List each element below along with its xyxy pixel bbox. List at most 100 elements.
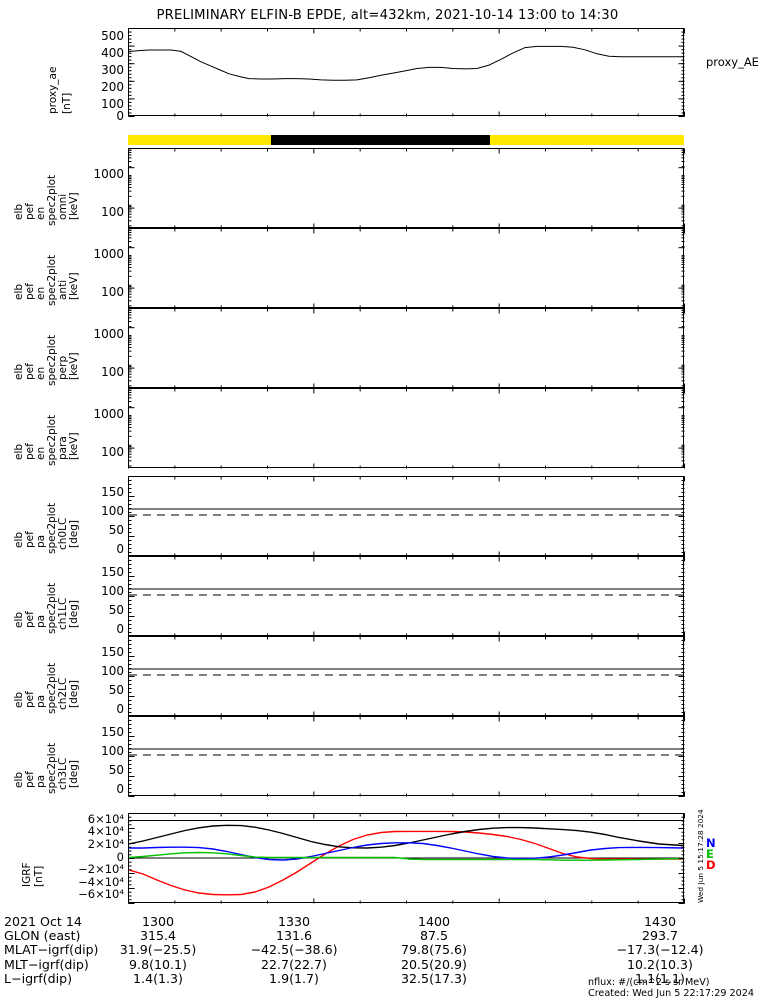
cell-date-1300: 1300 (141, 914, 175, 929)
pa-ch0lc-ytick-0: 0 (116, 542, 124, 556)
igrf-ylabel-line-0: IGRF (21, 862, 33, 887)
pa-ch2lc-ylabel-line-1: pef (24, 691, 36, 708)
en-para-ylabel-line-5: [keV] (68, 432, 80, 460)
pa-ch3lc-ylabel-line-3: spec2plot (46, 742, 58, 794)
pa-ch1lc-lc-lines (129, 588, 683, 596)
en-omni-ylabel-line-3: spec2plot (46, 174, 58, 226)
proxy-ae-ytick-300: 300 (101, 63, 124, 77)
en-anti-ytick-100: 100 (101, 285, 124, 299)
pa-ch0lc-ylabel-line-1: pef (24, 531, 36, 548)
pa-ch1lc-ylabel-line-2: pa (35, 614, 47, 628)
en-omni-ylabel-line-2: en (35, 206, 47, 220)
pa-ch2lc-ylabel-line-3: spec2plot (46, 662, 58, 714)
panel-pa-ch0lc[interactable] (128, 476, 684, 556)
table-row: MLT−igrf(dip) 9.8(10.1) 22.7(22.7) 20.5(… (4, 956, 775, 972)
pa-ch0lc-ylabel-line-3: spec2plot (46, 502, 58, 554)
side-timestamp: Wed Jun 5 15:17:28 2024 (696, 809, 705, 903)
cell-glon-1330: 131.6 (275, 928, 313, 944)
igrf-legend-item-d: D (706, 858, 716, 872)
proxy-ae-ylabel-line-1: [nT] (61, 92, 73, 114)
pa-ch2lc-ytick-150: 150 (101, 645, 124, 659)
pa-ch0lc-ylabel-line-0: elb (13, 531, 25, 548)
en-para-ytick-100: 100 (101, 445, 124, 459)
proxy-ae-ytick-500: 500 (101, 29, 124, 43)
pa-ch2lc-ylabel-line-2: pa (35, 694, 47, 708)
proxy-ae-right-label: proxy_AE (706, 55, 759, 69)
en-anti-ylabel-line-1: pef (24, 283, 36, 300)
proxy-ae-ylabel-line-0: proxy_ae (47, 66, 59, 114)
panel-pa-ch3lc[interactable] (128, 716, 684, 796)
pa-ch0lc-ylabel-line-2: pa (35, 534, 47, 548)
cell-date-1330: 1330 (277, 914, 311, 929)
pa-ch1lc-ytick-150: 150 (101, 565, 124, 579)
proxy-ae-curve (129, 45, 683, 81)
panel-igrf[interactable] (128, 813, 684, 903)
cell-l-1400: 32.5(17.3) (401, 970, 467, 986)
pa-ch2lc-ylabel-line-4: ch2LC (57, 677, 69, 710)
pa-ch2lc-lc-lines (129, 668, 683, 676)
pa-ch1lc-ytick-50: 50 (108, 603, 124, 617)
pa-ch2lc-ylabel-line-0: elb (13, 691, 25, 708)
pa-ch3lc-ytick-50: 50 (108, 763, 124, 777)
panel-pa-ch2lc[interactable] (128, 636, 684, 716)
igrf-ytick-1: 4×10⁴ (87, 824, 124, 838)
pa-ch3lc-ylabel-line-0: elb (13, 771, 25, 788)
pa-ch2lc-ytick-0: 0 (116, 702, 124, 716)
en-perp-ylabel-line-0: elb (13, 363, 25, 380)
en-perp-ylabel-line-4: perp (57, 355, 69, 380)
igrf-legend: N E D (706, 837, 716, 872)
table-row: L−igrf(dip) 1.4(1.3) 1.9(1.7) 32.5(17.3)… (4, 970, 775, 986)
panel-pa-ch1lc[interactable] (128, 556, 684, 636)
en-omni-ylabel-line-1: pef (24, 203, 36, 220)
cell-mlt-1330: 22.7(22.7) (261, 956, 327, 972)
en-omni-ylabel-line-5: [keV] (68, 192, 80, 220)
pa-ch0lc-ylabel-line-4: ch0LC (57, 517, 69, 550)
en-para-ylabel-line-3: spec2plot (46, 414, 58, 466)
cell-l-1430: 1.1(1.1) (635, 970, 685, 986)
en-anti-ytick-1000: 1000 (93, 247, 124, 261)
proxy-ae-ytick-100: 100 (101, 97, 124, 111)
panel-en-omni[interactable] (128, 148, 684, 228)
pa-ch2lc-ytick-100: 100 (101, 664, 124, 678)
en-perp-ytick-100: 100 (101, 365, 124, 379)
cell-date-1400: 1400 (417, 914, 451, 929)
pa-ch3lc-ytick-150: 150 (101, 725, 124, 739)
cell-mlt-1430: 10.2(10.3) (627, 956, 693, 972)
panel-en-para[interactable] (128, 388, 684, 468)
footer-credits: nflux: #/(cm^2 s sr MeV) Created: Wed Ju… (588, 977, 754, 999)
en-perp-ylabel-line-1: pef (24, 363, 36, 380)
cell-mlat-1400: 79.8(75.6) (401, 942, 467, 958)
row-label-l: L−igrf(dip) (4, 970, 72, 986)
proxy-ae-ytick-0: 0 (116, 109, 124, 123)
en-para-ylabel-line-2: en (35, 446, 47, 460)
en-perp-ylabel-line-5: [keV] (68, 352, 80, 380)
row-label-glon: GLON (east) (4, 928, 81, 944)
footer-created: Created: Wed Jun 5 22:17:29 2024 (588, 987, 754, 999)
panel-en-anti[interactable] (128, 228, 684, 308)
en-para-ylabel-line-4: para (57, 436, 69, 460)
table-row: 2021 Oct 14 1300 1330 1400 1430 (4, 914, 775, 929)
cell-mlat-1300: 31.9(−25.5) (119, 942, 197, 958)
row-label-mlat: MLAT−igrf(dip) (4, 942, 99, 958)
en-omni-ytick-100: 100 (101, 205, 124, 219)
panel-proxy-ae[interactable] (128, 28, 684, 116)
igrf-ytick-3: 0 (116, 850, 124, 864)
pa-ch1lc-ylabel-line-0: elb (13, 611, 25, 628)
pa-ch1lc-ylabel-line-4: ch1LC (57, 597, 69, 630)
pa-ch3lc-ylabel-line-4: ch3LC (57, 757, 69, 790)
igrf-legend-item-e: E (706, 847, 714, 861)
cell-glon-1430: 293.7 (641, 928, 679, 944)
pa-ch1lc-ylabel-line-3: spec2plot (46, 582, 58, 634)
cell-mlt-1400: 20.5(20.9) (401, 956, 467, 972)
en-anti-ylabel-line-2: en (35, 286, 47, 300)
pa-ch0lc-lc-lines (129, 508, 683, 516)
en-anti-ylabel-line-3: spec2plot (46, 254, 58, 306)
en-para-ylabel-line-0: elb (13, 443, 25, 460)
pa-ch0lc-ytick-50: 50 (108, 523, 124, 537)
pa-ch0lc-ytick-100: 100 (101, 504, 124, 518)
pa-ch1lc-ylabel-line-5: [deg] (68, 600, 80, 628)
en-perp-ytick-1000: 1000 (93, 327, 124, 341)
table-row: GLON (east) 315.4 131.6 87.5 293.7 (4, 928, 775, 944)
pa-ch1lc-ytick-100: 100 (101, 584, 124, 598)
panel-en-perp[interactable] (128, 308, 684, 388)
